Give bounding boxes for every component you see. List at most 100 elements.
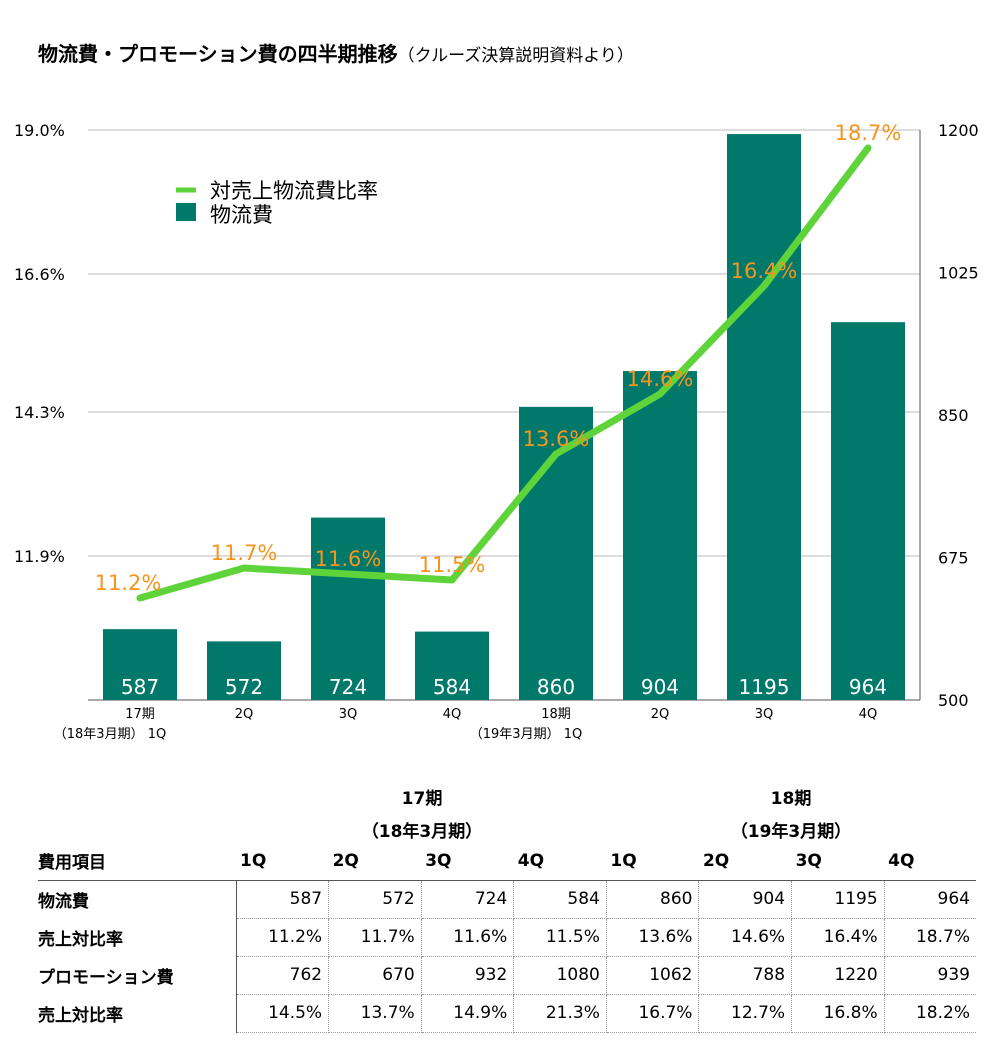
ratio-point [553, 451, 559, 457]
category-label: 4Q [443, 707, 462, 722]
group-header-17: 17期 （18年3月期） [322, 784, 522, 842]
table-header-quarter: 1Q [606, 842, 699, 881]
category-label: 2Q [235, 707, 254, 722]
group-header-17-period: 17期 [401, 789, 443, 809]
table-cell: 724 [421, 880, 515, 919]
table-cell: 11.7% [328, 918, 422, 957]
ratio-point [761, 283, 767, 289]
ratio-data-label: 11.7% [211, 541, 278, 565]
table-header-quarter: 3Q [791, 842, 885, 881]
ratio-data-label: 11.5% [419, 553, 486, 577]
table-cell: 12.7% [698, 994, 793, 1033]
category-label: （19年3月期） 1Q [470, 727, 582, 742]
ratio-data-label: 14.6% [627, 367, 694, 391]
table-row-label: 物流費 [38, 880, 237, 918]
table-cell: 13.7% [328, 994, 422, 1033]
left-axis-tick-label: 19.0% [14, 121, 65, 140]
group-header-18-fy: （19年3月期） [730, 822, 852, 842]
table-row: 売上対比率 14.5% 13.7% 14.9% 21.3% 16.7% 12.7% 16.8%… [38, 994, 976, 1033]
bar [415, 631, 489, 700]
table-cell: 14.9% [421, 994, 515, 1033]
table-cell: 932 [421, 956, 515, 995]
table-cell: 16.7% [606, 994, 700, 1033]
table-header-quarter: 2Q [328, 842, 422, 881]
table-cell: 762 [236, 956, 330, 995]
group-header-17-fy: （18年3月期） [361, 822, 483, 842]
table-cell: 670 [328, 956, 422, 995]
ratio-data-label: 11.2% [95, 571, 162, 595]
table-cell: 860 [606, 880, 700, 919]
table-cell: 18.2% [884, 994, 976, 1033]
table-cell: 11.6% [421, 918, 515, 957]
bar-value-label: 724 [329, 675, 367, 699]
table-cell: 14.5% [236, 994, 330, 1033]
category-label: （18年3月期） 1Q [54, 727, 166, 742]
bar [207, 641, 281, 700]
legend-label-cost: 物流費 [210, 203, 273, 227]
ratio-data-label: 18.7% [835, 121, 902, 145]
table-cell: 11.2% [236, 918, 330, 957]
left-axis-tick-label: 11.9% [14, 547, 65, 566]
table-cell: 14.6% [698, 918, 793, 957]
right-axis-tick-label: 1025 [938, 264, 979, 283]
bar [623, 371, 697, 700]
ratio-point [865, 145, 871, 151]
group-header-18-period: 18期 [770, 789, 812, 809]
right-axis-tick-label: 1200 [938, 121, 979, 140]
table-row: プロモーション費 762 670 932 1080 1062 788 1220 939 [38, 956, 976, 995]
table-cell: 21.3% [513, 994, 607, 1033]
combo-chart: 19.0% 16.6% 14.3% 11.9% 1200 1025 850 675 500 587… [14, 121, 979, 742]
table-cell: 1062 [606, 956, 700, 995]
legend-label-ratio: 対売上物流費比率 [210, 179, 378, 203]
table-cell: 939 [884, 956, 976, 995]
table-cell: 584 [513, 880, 607, 919]
table-header-quarter: 2Q [698, 842, 792, 881]
ratio-line [136, 144, 872, 602]
bar [311, 517, 385, 700]
category-label: 2Q [651, 707, 670, 722]
table-row: 売上対比率 11.2% 11.7% 11.6% 11.5% 13.6% 14.6% 16.4%… [38, 918, 976, 957]
bar-value-label: 572 [225, 675, 263, 699]
category-label: 18期 [541, 707, 571, 722]
table-body: 物流費 587 572 724 584 860 904 1195 964 売上対比率 11.2% 11… [38, 880, 976, 1033]
table-header-row: 費用項目 1Q 2Q 3Q 4Q 1Q 2Q 3Q 4Q [38, 842, 976, 881]
group-header-18: 18期 （19年3月期） [691, 784, 891, 842]
right-axis-tick-label: 500 [938, 691, 969, 710]
table-row-label: 売上対比率 [38, 994, 237, 1032]
right-axis-tick-label: 850 [938, 406, 969, 425]
ratio-point [345, 571, 351, 577]
table-header-quarter: 1Q [236, 842, 329, 881]
ratio-point [137, 595, 143, 601]
left-axis-tick-label: 14.3% [14, 403, 65, 422]
table-header-quarter: 3Q [421, 842, 514, 881]
bar-value-label: 1195 [739, 675, 790, 699]
category-label: 3Q [339, 707, 358, 722]
ratio-data-label: 13.6% [523, 427, 590, 451]
table-cell: 16.4% [791, 918, 885, 957]
ratio-point [657, 391, 663, 397]
right-axis-tick-label: 675 [938, 549, 969, 568]
bar [727, 134, 801, 701]
bar-value-label: 584 [433, 675, 471, 699]
table-row-label: 売上対比率 [38, 918, 237, 956]
legend-bar-swatch [176, 203, 196, 221]
bar-value-label: 587 [121, 675, 159, 699]
chart-title: 物流費・プロモーション費の四半期推移（クルーズ決算説明資料より） [38, 38, 634, 67]
category-label: 3Q [755, 707, 774, 722]
table-cell: 1220 [791, 956, 885, 995]
table-header-quarter: 4Q [884, 842, 976, 881]
table-cell: 1080 [513, 956, 607, 995]
chart-title-main: 物流費・プロモーション費の四半期推移 [38, 42, 398, 66]
table-cell: 16.8% [791, 994, 885, 1033]
chart-title-sub: （クルーズ決算説明資料より） [397, 46, 634, 66]
ratio-point [449, 577, 455, 583]
left-axis-tick-label: 16.6% [14, 265, 65, 284]
table-cell: 1195 [791, 880, 885, 919]
bar-value-label: 964 [849, 675, 887, 699]
table-cell: 18.7% [884, 918, 976, 957]
bar-value-label: 904 [641, 675, 679, 699]
ratio-data-label: 16.4% [731, 259, 798, 283]
cost-table: 費用項目 1Q 2Q 3Q 4Q 1Q 2Q 3Q 4Q 物流費 587 572 724 584 860 9… [38, 842, 976, 1033]
table-cell: 904 [698, 880, 793, 919]
table-row: 物流費 587 572 724 584 860 904 1195 964 [38, 880, 976, 919]
